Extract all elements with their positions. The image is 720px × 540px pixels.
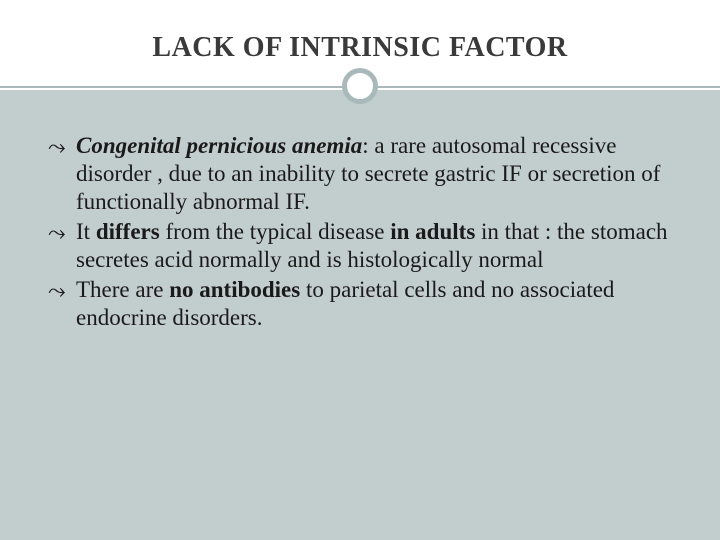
bullet-item: ⤳Congenital pernicious anemia: a rare au… xyxy=(48,132,672,216)
text-run: differs xyxy=(96,219,160,244)
bullet-list: ⤳Congenital pernicious anemia: a rare au… xyxy=(48,132,672,332)
bullet-item: ⤳ It differs from the typical disease in … xyxy=(48,218,672,274)
text-run: from the typical disease xyxy=(160,219,391,244)
text-run: in adults xyxy=(390,219,475,244)
text-run: Congenital pernicious anemia xyxy=(76,133,362,158)
bullet-glyph-icon: ⤳ xyxy=(48,134,66,161)
text-run: It xyxy=(76,219,96,244)
text-run: no antibodies xyxy=(169,277,300,302)
divider-circle-icon xyxy=(342,68,378,104)
slide: LACK OF INTRINSIC FACTOR ⤳ Congenital per… xyxy=(0,0,720,540)
body-region: ⤳Congenital pernicious anemia: a rare au… xyxy=(0,90,720,540)
bullet-glyph-icon: ⤳ xyxy=(48,278,66,305)
slide-title: LACK OF INTRINSIC FACTOR xyxy=(152,32,567,64)
bullet-item: ⤳ There are no antibodies to parietal ce… xyxy=(48,276,672,332)
text-run: There are xyxy=(76,277,169,302)
bullet-glyph-icon: ⤳ xyxy=(48,220,66,247)
divider xyxy=(0,68,720,108)
